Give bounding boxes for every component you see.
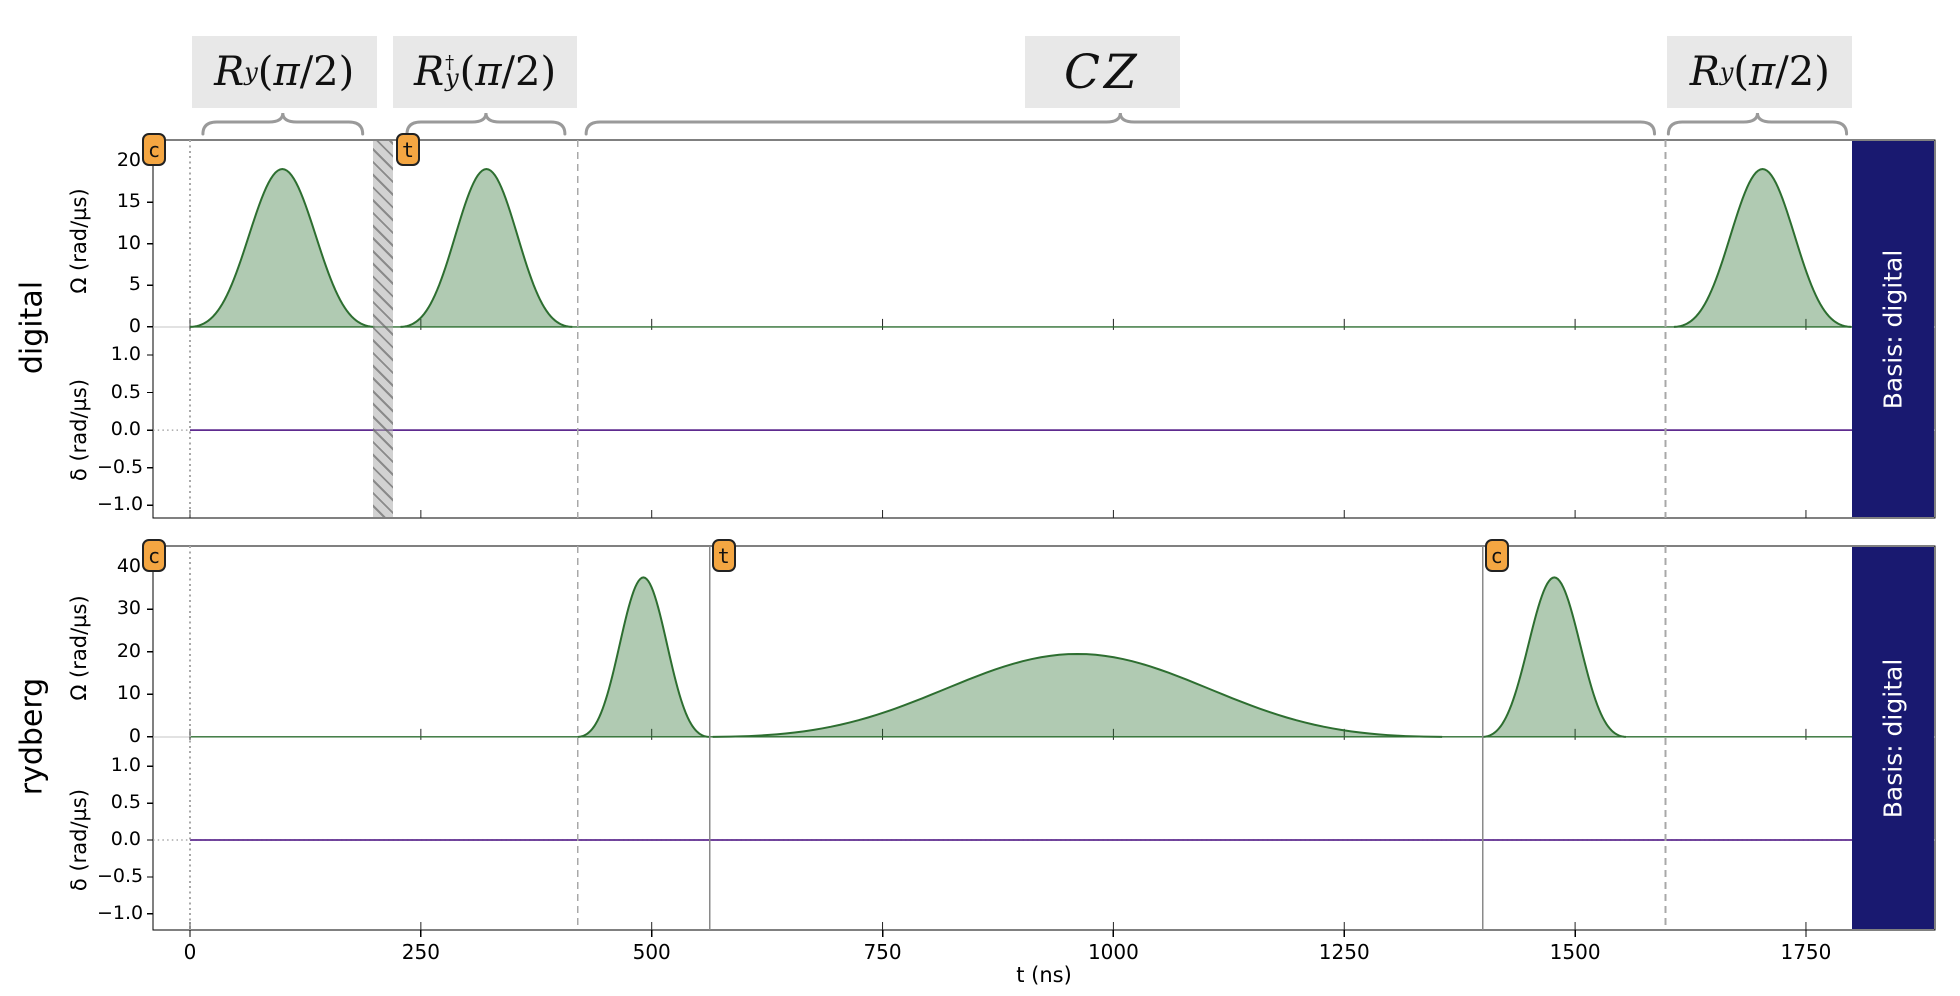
y-tick-label: 40 — [116, 554, 141, 577]
y-tick-label: −0.5 — [97, 864, 144, 887]
delta-axis-title-rydberg: δ (rad/µs) — [67, 788, 91, 891]
y-tick-label: −1.0 — [97, 493, 144, 516]
pulse-fill-digital-2 — [400, 169, 573, 327]
x-tick-label: 250 — [401, 940, 440, 964]
gate-label-3: CZ — [1024, 36, 1180, 108]
delta-axis-title-digital: δ (rad/µs) — [67, 378, 91, 482]
channel-name-rydberg: rydberg — [14, 677, 50, 796]
x-tick-label: 1250 — [1318, 940, 1370, 964]
y-tick-label: 20 — [116, 639, 141, 662]
x-tick-label: 1000 — [1087, 940, 1139, 964]
pulse-fill-digital-3 — [1673, 169, 1852, 327]
y-tick-label: 0 — [128, 724, 141, 747]
y-tick-label: −1.0 — [97, 901, 144, 924]
gate-brace-3 — [584, 112, 1657, 136]
gate-brace-2 — [405, 112, 567, 136]
y-tick-label: 30 — [116, 597, 141, 620]
measurement-bar-digital: Basis: digital — [1852, 141, 1934, 517]
pulse-curve-digital-2 — [400, 168, 573, 328]
x-axis-label: t (ns) — [1016, 963, 1072, 987]
pulse-fill-rydberg-2 — [712, 653, 1443, 737]
y-tick-label: 5 — [128, 273, 141, 296]
channel-name-digital: digital — [14, 280, 50, 375]
gate-brace-1 — [201, 112, 365, 136]
x-tick-label: 0 — [183, 940, 197, 964]
omega-axis-title-digital: Ω (rad/µs) — [67, 188, 91, 294]
x-tick-label: 500 — [632, 940, 671, 964]
pulse-curve-rydberg-3 — [1482, 576, 1626, 738]
pulse-fill-digital-1 — [190, 169, 375, 327]
omega-axis-title-rydberg: Ω (rad/µs) — [67, 594, 91, 701]
gate-label-2: R † y (π/2) — [393, 36, 577, 108]
qubit-badge-digital-t-1: t — [395, 133, 420, 166]
qubit-badge-rydberg-t-1: t — [711, 539, 736, 572]
pulse-curve-rydberg-1 — [577, 576, 710, 738]
y-tick-label: 0.0 — [110, 418, 141, 441]
y-tick-label: 15 — [116, 190, 141, 213]
y-tick-label: 0.0 — [110, 828, 141, 851]
pulse-fill-rydberg-1 — [577, 577, 709, 737]
y-tick-label: −0.5 — [97, 455, 144, 478]
x-tick-label: 750 — [863, 940, 902, 964]
y-tick-label: 0.5 — [110, 791, 141, 814]
y-tick-label: 1.0 — [110, 343, 141, 365]
y-tick-label: 20 — [116, 148, 141, 171]
y-tick-label: 1.0 — [110, 754, 141, 777]
measurement-label: Basis: digital — [1878, 658, 1908, 818]
plot-frame-rydberg — [152, 545, 1936, 931]
y-tick-label: 0.5 — [110, 380, 141, 403]
qubit-badge-digital-c-0: c — [142, 133, 166, 166]
y-tick-label: 0 — [128, 314, 141, 337]
qubit-badge-rydberg-c-2: c — [1484, 539, 1509, 572]
measurement-label: Basis: digital — [1878, 249, 1908, 409]
plot-frame-digital — [152, 139, 1936, 519]
gate-brace-4 — [1666, 112, 1849, 136]
pulse-curve-digital-3 — [1673, 168, 1852, 328]
pulse-curve-digital-1 — [189, 168, 375, 328]
pulse-curve-rydberg-2 — [712, 652, 1443, 738]
retarget-hatch-digital — [372, 141, 394, 517]
x-tick-label: 1500 — [1549, 940, 1601, 964]
y-tick-label: 10 — [116, 682, 141, 705]
y-tick-label: 10 — [116, 231, 141, 254]
measurement-bar-rydberg: Basis: digital — [1852, 547, 1934, 929]
x-tick-label: 1750 — [1780, 940, 1832, 964]
qubit-badge-rydberg-c-0: c — [142, 539, 166, 572]
pulse-fill-rydberg-3 — [1482, 577, 1626, 737]
